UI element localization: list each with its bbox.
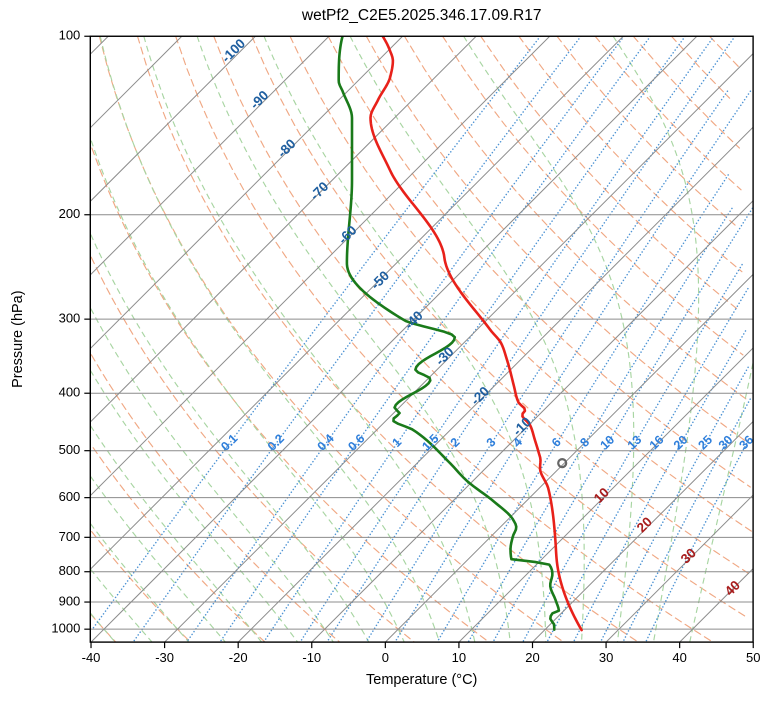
svg-text:0: 0	[382, 650, 389, 665]
svg-text:-30: -30	[155, 650, 174, 665]
svg-text:30: 30	[599, 650, 613, 665]
svg-text:700: 700	[59, 529, 81, 544]
svg-text:wetPf2_C2E5.2025.346.17.09.R17: wetPf2_C2E5.2025.346.17.09.R17	[301, 7, 542, 24]
svg-text:-20: -20	[229, 650, 248, 665]
svg-text:300: 300	[59, 311, 81, 326]
svg-text:-10: -10	[302, 650, 321, 665]
svg-text:600: 600	[59, 489, 81, 504]
svg-text:Temperature (°C): Temperature (°C)	[366, 672, 477, 688]
svg-text:400: 400	[59, 385, 81, 400]
svg-text:500: 500	[59, 442, 81, 457]
svg-text:800: 800	[59, 563, 81, 578]
svg-text:1000: 1000	[51, 621, 80, 636]
svg-text:40: 40	[672, 650, 686, 665]
svg-text:900: 900	[59, 593, 81, 608]
svg-text:50: 50	[746, 650, 760, 665]
svg-text:20: 20	[525, 650, 539, 665]
svg-text:100: 100	[59, 28, 81, 43]
svg-text:Pressure (hPa): Pressure (hPa)	[10, 290, 26, 388]
svg-text:-40: -40	[82, 650, 101, 665]
svg-text:200: 200	[59, 206, 81, 221]
svg-text:10: 10	[452, 650, 466, 665]
